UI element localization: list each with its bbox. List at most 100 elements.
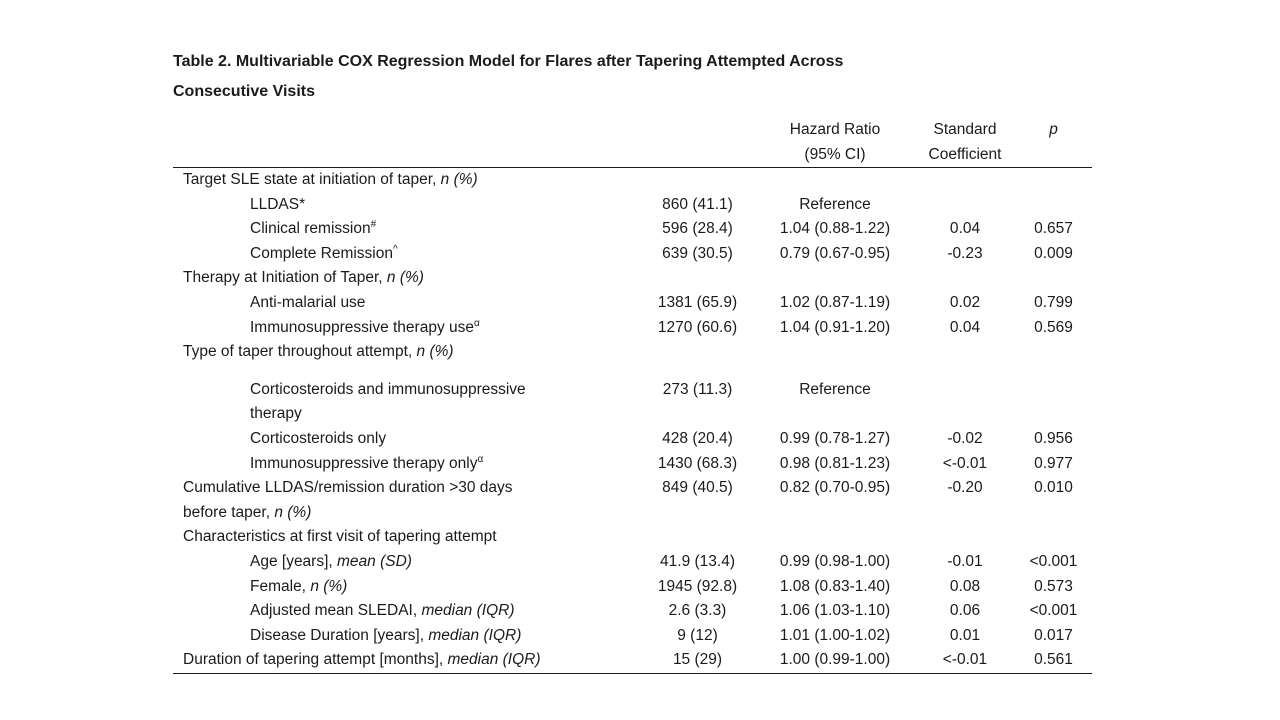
p-value-cell [1015,365,1092,427]
row-label: LLDAS* [173,193,640,218]
header-hazard-ratio-line2: (95% CI) [804,146,866,163]
standard-coefficient-cell [915,365,1015,427]
label-italic-text: median (IQR) [421,602,515,620]
n-percent-cell [640,168,755,193]
row-label: Target SLE state at initiation of taper,… [173,168,640,193]
row-label: Immunosuppressive therapy useα [173,316,640,341]
hazard-ratio-cell: Reference [799,380,871,398]
cox-regression-table: Hazard Ratio (95% CI) Standard Coefficie… [173,117,1092,674]
standard-coefficient-cell [915,340,1015,365]
row-label: Immunosuppressive therapy onlyα [173,452,640,477]
table-row: Female, n (%) 1945 (92.8) 1.08 (0.83-1.40)… [173,575,1092,600]
row-label: Cumulative LLDAS/remission duration >30 … [173,476,640,525]
table-title: Table 2. Multivariable COX Regression Mo… [173,47,953,107]
table-row: Duration of tapering attempt [months], m… [173,648,1092,673]
table-row: Clinical remission# 596 (28.4) 1.04 (0.88-… [173,217,1092,242]
row-label: Duration of tapering attempt [months], m… [173,648,640,673]
label-italic-text: mean (SD) [337,552,412,570]
standard-coefficient-cell: -0.23 [947,244,983,262]
label-italic-text: n (%) [440,171,478,188]
row-label: Clinical remission# [173,217,640,242]
row-label: Disease Duration [years], median (IQR) [173,624,640,649]
header-p-value: p [1049,121,1058,138]
header-n-cell [640,117,755,168]
standard-coefficient-cell: 0.08 [949,577,981,595]
hazard-ratio-cell [755,340,915,365]
hazard-ratio-cell: 0.98 (0.81-1.23) [779,454,891,472]
label-text: Target SLE state at initiation of taper, [183,171,441,188]
header-row: Hazard Ratio (95% CI) Standard Coefficie… [173,117,1092,168]
hazard-ratio-cell [755,266,915,291]
p-value-cell [1015,525,1092,550]
row-label: Complete Remission^ [173,242,640,267]
label-text: Duration of tapering attempt [months], [183,651,448,669]
n-percent-cell: 15 (29) [672,651,723,669]
n-percent-cell: 428 (20.4) [662,429,733,447]
standard-coefficient-cell: 0.04 [949,220,981,238]
table-title-line2: Consecutive Visits [173,83,315,100]
row-label: Female, n (%) [173,575,640,600]
header-hazard-ratio-line1: Hazard Ratio [789,121,881,138]
label-text: therapy [250,405,302,423]
p-value-cell: 0.956 [1034,429,1073,447]
table-row: Disease Duration [years], median (IQR) 9 … [173,624,1092,649]
standard-coefficient-cell: 0.04 [949,318,981,336]
label-text: Corticosteroids only [250,429,387,447]
standard-coefficient-cell: 0.06 [949,602,981,620]
label-italic-text: n (%) [310,577,348,595]
table-row: Immunosuppressive therapy useα 1270 (60.6… [173,316,1092,341]
label-text: Female, [250,577,311,595]
hazard-ratio-cell [755,525,915,550]
row-label: Corticosteroids and immunosuppressive the… [173,365,640,427]
table-row: Adjusted mean SLEDAI, median (IQR) 2.6 (3… [173,599,1092,624]
table-row: Anti-malarial use 1381 (65.9) 1.02 (0.87-1… [173,291,1092,316]
table-title-line1: Table 2. Multivariable COX Regression Mo… [173,53,844,70]
label-text: Immunosuppressive therapy use [250,318,475,336]
label-text: Clinical remission [250,220,371,238]
hazard-ratio-cell: 0.79 (0.67-0.95) [779,244,891,262]
row-label: Type of taper throughout attempt, n (%) [173,340,640,365]
row-label: Anti-malarial use [173,291,640,316]
n-percent-cell: 596 (28.4) [662,220,733,238]
label-text: before taper, [183,503,275,521]
label-superscript: # [370,219,377,231]
table-row: Therapy at Initiation of Taper, n (%) [173,266,1092,291]
label-text: Age [years], [250,552,338,570]
hazard-ratio-cell: 1.00 (0.99-1.00) [779,651,891,669]
n-percent-cell: 1270 (60.6) [657,318,738,336]
p-value-cell: 0.009 [1034,244,1073,262]
table-row: Immunosuppressive therapy onlyα 1430 (68.… [173,452,1092,477]
table-row: Corticosteroids and immunosuppressive the… [173,365,1092,427]
row-label: Adjusted mean SLEDAI, median (IQR) [173,599,640,624]
n-percent-cell: 273 (11.3) [662,380,733,398]
header-label-cell [173,117,640,168]
p-value-cell: <0.001 [1029,602,1078,620]
row-label: Age [years], mean (SD) [173,550,640,575]
table-header: Hazard Ratio (95% CI) Standard Coefficie… [173,117,1092,168]
standard-coefficient-cell [915,168,1015,193]
n-percent-cell [640,525,755,550]
table-row: Target SLE state at initiation of taper,… [173,168,1092,193]
p-value-cell: <0.001 [1029,552,1078,570]
label-superscript: ^ [393,243,398,255]
label-text: Adjusted mean SLEDAI, [250,602,422,620]
hazard-ratio-cell [755,168,915,193]
n-percent-cell: 1381 (65.9) [657,293,738,311]
p-value-cell: 0.799 [1034,293,1073,311]
n-percent-cell: 9 (12) [677,626,718,644]
n-percent-cell: 860 (41.1) [662,195,733,213]
standard-coefficient-cell: -0.02 [947,429,983,447]
p-value-cell: 0.017 [1034,626,1073,644]
header-standard-coefficient-line1: Standard [933,121,997,138]
n-percent-cell: 849 (40.5) [662,479,733,497]
p-value-cell: 0.573 [1034,577,1073,595]
label-italic-text: median (IQR) [428,626,522,644]
label-italic-text: n (%) [274,503,312,521]
header-hazard-ratio: Hazard Ratio (95% CI) [755,117,915,168]
hazard-ratio-cell: 0.99 (0.98-1.00) [779,552,891,570]
p-value-cell: 0.010 [1034,479,1073,497]
header-standard-coefficient-line2: Coefficient [928,146,1002,163]
label-italic-text: median (IQR) [447,651,541,669]
table-row: LLDAS* 860 (41.1) Reference [173,193,1092,218]
label-text: Cumulative LLDAS/remission duration >30 … [183,479,513,497]
